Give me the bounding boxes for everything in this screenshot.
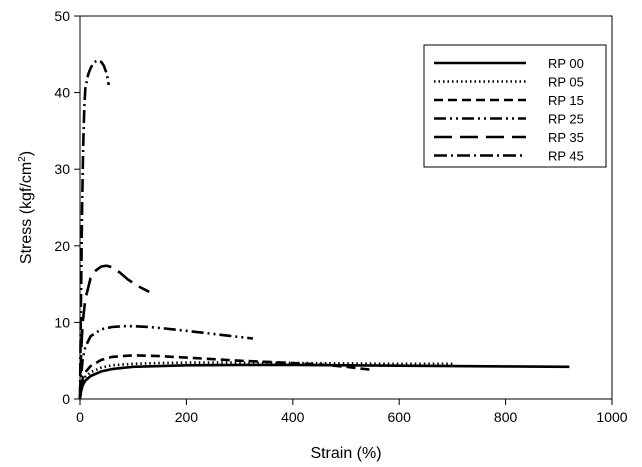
legend-label: RP 25 <box>548 112 584 127</box>
y-tick-label: 0 <box>62 391 70 407</box>
x-axis-title: Strain (%) <box>310 445 381 462</box>
x-tick-label: 800 <box>494 409 518 425</box>
series-line-rp-00 <box>78 363 570 400</box>
y-tick-label: 10 <box>54 314 70 330</box>
chart-legend: RP 00 RP 05 RP 15 RP 25 RP 35 RP 45 <box>423 44 607 168</box>
x-tick-label: 600 <box>388 409 412 425</box>
x-tick-label: 200 <box>175 409 199 425</box>
series-line-rp-15 <box>78 354 373 400</box>
series-line-rp-05 <box>78 361 453 400</box>
chart-axes: 0 200 400 600 800 1000 0 10 20 30 40 50 <box>54 8 627 425</box>
y-axis-title-superscript: 2 <box>17 156 28 162</box>
series-line-rp-35 <box>78 264 150 400</box>
plot-frame <box>79 15 613 400</box>
y-tick-label: 20 <box>54 238 70 254</box>
legend-label: RP 35 <box>548 130 584 145</box>
y-tick-label: 30 <box>54 161 70 177</box>
x-tick-label: 0 <box>76 409 84 425</box>
series-line-rp-45 <box>78 59 110 400</box>
legend-box <box>423 44 607 168</box>
y-axis-title-main: Stress (kgf/cm <box>18 162 35 264</box>
legend-label: RP 15 <box>548 93 584 108</box>
y-tick-label: 50 <box>54 8 70 24</box>
legend-label: RP 05 <box>548 75 584 90</box>
y-axis-title: Stress (kgf/cm2) <box>17 151 35 264</box>
chart-marks <box>78 59 570 400</box>
legend-label: RP 45 <box>548 149 584 164</box>
y-axis-title-close: ) <box>18 151 35 156</box>
legend-label: RP 00 <box>548 56 584 71</box>
x-tick-label: 1000 <box>596 409 627 425</box>
y-tick-label: 40 <box>54 85 70 101</box>
series-line-rp-25 <box>78 324 254 400</box>
x-tick-label: 400 <box>281 409 305 425</box>
